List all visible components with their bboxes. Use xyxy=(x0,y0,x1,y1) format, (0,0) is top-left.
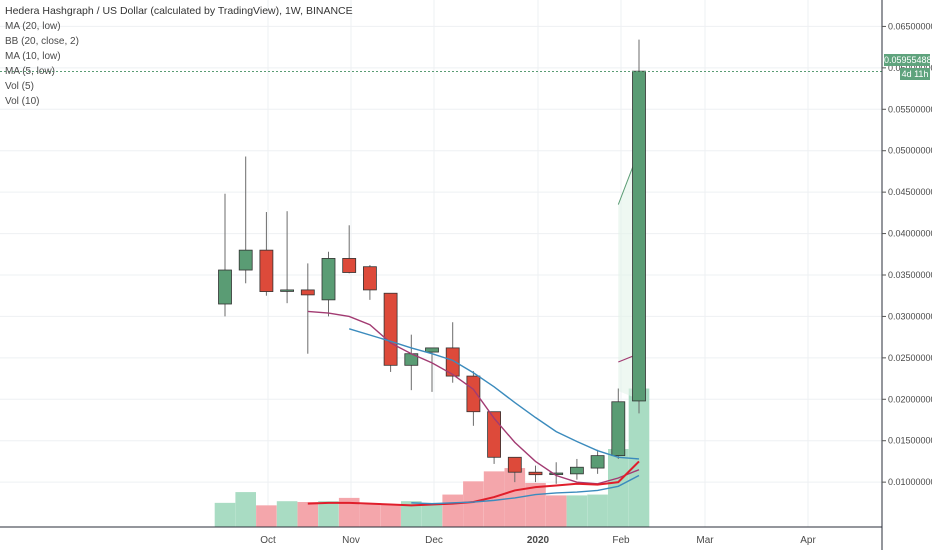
legend-ma10[interactable]: MA (10, low) xyxy=(5,51,61,62)
volume-bar xyxy=(338,497,360,527)
volume-bar xyxy=(297,502,319,527)
candle-body xyxy=(280,289,295,292)
time-tick-label: 2020 xyxy=(527,535,550,546)
price-tick-label: 0.03000000 xyxy=(888,311,932,321)
volume-bar xyxy=(587,494,608,527)
time-tick-label: Feb xyxy=(612,535,630,546)
price-tick-label: 0.05000000 xyxy=(888,146,932,156)
volume-bar xyxy=(401,501,422,527)
volume-bar xyxy=(421,502,443,527)
volume-bar xyxy=(380,504,401,527)
chart-legend: Hedera Hashgraph / US Dollar (calculated… xyxy=(5,4,353,109)
moving-average-line-ma10 xyxy=(348,328,640,460)
candle-body xyxy=(466,375,481,413)
price-tick-label: 0.03500000 xyxy=(888,270,932,280)
candle-body xyxy=(342,258,357,273)
moving-average-line-ma10_blue xyxy=(411,474,640,505)
volume-bar xyxy=(256,505,277,527)
last-price-badge: 0.05955488 xyxy=(884,54,932,66)
time-tick-label: Apr xyxy=(800,535,816,546)
candle-body xyxy=(300,289,315,296)
price-tick-label: 0.01500000 xyxy=(888,436,932,446)
volume-bar xyxy=(276,501,298,527)
volume-bar xyxy=(463,481,484,527)
candle-body xyxy=(632,70,646,402)
volume-bar xyxy=(525,482,546,527)
candle-body xyxy=(445,347,460,377)
price-tick-label: 0.02500000 xyxy=(888,353,932,363)
candle-body xyxy=(218,269,232,305)
volume-bar xyxy=(483,471,505,527)
candle-body xyxy=(528,471,543,476)
price-tick-label: 0.05500000 xyxy=(888,104,932,114)
legend-vol10[interactable]: Vol (10) xyxy=(5,96,40,107)
candle-body xyxy=(611,401,626,457)
candle-body xyxy=(383,292,398,366)
price-tick-label: 0.06000000 xyxy=(888,63,932,73)
candle-body xyxy=(590,455,605,469)
candle-body xyxy=(321,258,336,301)
volume-bar xyxy=(442,494,463,527)
legend-ma5[interactable]: MA (5, low) xyxy=(5,66,56,77)
time-tick-label: Oct xyxy=(260,535,276,546)
time-tick-label: Mar xyxy=(696,535,714,546)
candle-body xyxy=(362,266,377,291)
candle-body xyxy=(238,249,253,271)
volume-bar xyxy=(318,501,339,527)
price-tick-label: 0.04000000 xyxy=(888,229,932,239)
candle-body xyxy=(425,347,439,353)
price-tick-label: 0.01000000 xyxy=(888,477,932,487)
candle-body xyxy=(259,249,274,292)
legend-bb[interactable]: BB (20, close, 2) xyxy=(5,36,79,47)
moving-average-line-ma5 xyxy=(307,310,640,485)
volume-bar xyxy=(235,492,256,527)
time-tick-label: Dec xyxy=(425,535,443,546)
legend-vol5[interactable]: Vol (5) xyxy=(5,81,34,92)
price-tick-label: 0.06500000 xyxy=(888,21,932,31)
price-tick-label: 0.02000000 xyxy=(888,394,932,404)
candle-body xyxy=(549,472,564,475)
volume-bar xyxy=(214,502,236,527)
price-tick-label: 0.04500000 xyxy=(888,187,932,197)
volume-bar xyxy=(566,495,588,527)
legend-title: Hedera Hashgraph / US Dollar (calculated… xyxy=(5,5,353,17)
legend-ma20[interactable]: MA (20, low) xyxy=(5,21,61,32)
time-tick-label: Nov xyxy=(342,535,360,546)
bar-countdown-badge: 4d 11h xyxy=(900,68,930,80)
volume-bar xyxy=(359,504,381,527)
volume-bar xyxy=(608,449,629,527)
volume-bar xyxy=(545,495,567,527)
candle-body xyxy=(570,466,584,475)
candle-body xyxy=(507,456,522,473)
volume-bar xyxy=(628,388,650,527)
